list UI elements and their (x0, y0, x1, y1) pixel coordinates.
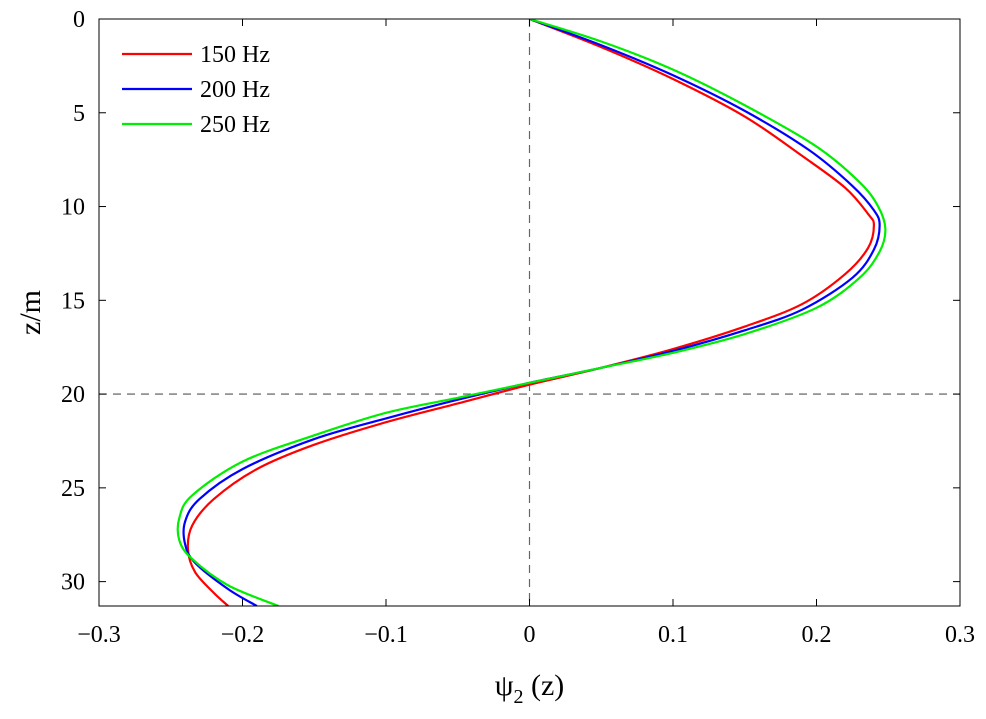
series-line-1 (186, 19, 875, 606)
y-tick-label: 15 (61, 288, 85, 314)
legend-entry: 250 Hz (200, 112, 270, 138)
y-tick-label: 10 (61, 195, 85, 221)
y-tick-label: 25 (61, 476, 85, 502)
x-tick-label: 0.2 (802, 622, 832, 648)
x-axis-label: ψ2 (z) (495, 669, 565, 708)
legend: 150 Hz 200 Hz 250 Hz (122, 42, 270, 138)
x-axis-label-subscript: 2 (513, 686, 523, 708)
x-tick-label: 0.1 (658, 622, 688, 648)
x-axis: −0.3 −0.2 −0.1 0 0.1 0.2 0.3 (77, 19, 975, 648)
y-axis-label: z/m (14, 290, 47, 335)
y-tick-label: 0 (73, 7, 85, 33)
legend-entry: 150 Hz (200, 42, 270, 68)
x-tick-label: 0 (524, 622, 536, 648)
y-tick-label: 20 (61, 382, 85, 408)
series-line-2 (182, 19, 881, 606)
series-line-3 (176, 19, 887, 606)
legend-entry: 200 Hz (200, 77, 270, 103)
x-tick-label: −0.2 (221, 622, 265, 648)
series-layer (176, 19, 887, 606)
reference-lines (99, 19, 960, 606)
x-tick-label: −0.3 (77, 622, 121, 648)
x-tick-label: −0.1 (364, 622, 408, 648)
y-tick-label: 5 (73, 101, 85, 127)
y-tick-label: 30 (61, 570, 85, 596)
x-axis-label-main: ψ (495, 669, 514, 702)
x-axis-label-rest: (z) (523, 669, 564, 702)
y-axis: 0 5 10 15 20 25 30 (61, 7, 960, 596)
x-tick-label: 0.3 (945, 622, 975, 648)
